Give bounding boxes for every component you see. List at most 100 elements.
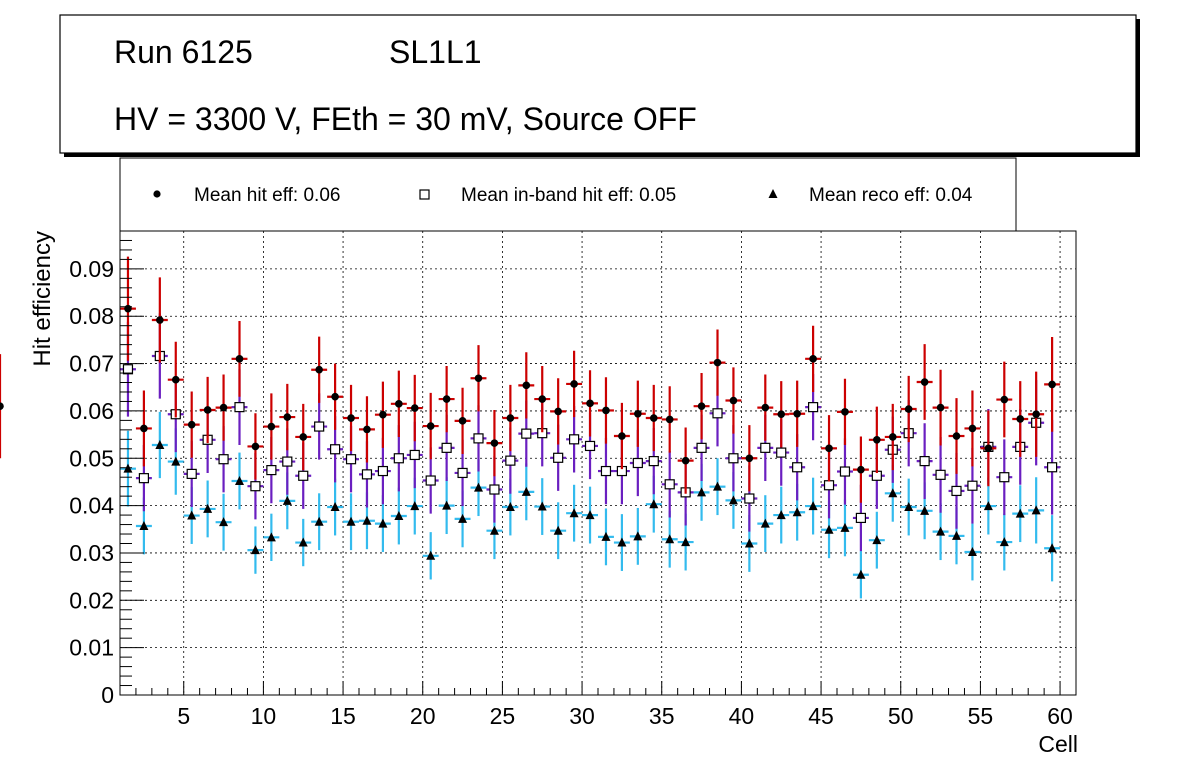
inband-eff-point (457, 467, 468, 479)
reco-eff-point (378, 518, 388, 528)
hit-eff-point (968, 424, 977, 433)
hit-eff-point (841, 408, 849, 416)
inband-eff-point (855, 512, 867, 524)
grid (120, 231, 1076, 696)
hit-eff-point (825, 444, 833, 453)
hit-eff-point (952, 432, 961, 440)
header-box: Run 6125 SL1L1 HV = 3300 V, FEth = 30 mV… (59, 14, 1140, 157)
inband-eff-point (425, 475, 436, 486)
reco-eff-point (426, 550, 436, 560)
inband-eff-point (664, 479, 675, 490)
reco-eff-point (697, 487, 707, 497)
x-tick-label: 10 (251, 703, 277, 729)
reco-eff-point (681, 537, 691, 547)
reco-eff-point (792, 507, 802, 517)
inband-eff-point (409, 449, 420, 461)
hit-eff-point (665, 415, 674, 424)
reco-eff-point (171, 456, 181, 466)
x-axis-label: Cell (1038, 731, 1078, 757)
hit-eff-point (729, 396, 738, 405)
hit-eff-point (1000, 395, 1009, 404)
hit-eff-point (618, 432, 626, 440)
y-tick-label: 0.09 (69, 256, 114, 282)
inband-eff-point (505, 455, 516, 466)
hit-eff-point (522, 381, 531, 390)
hit-eff-point (506, 414, 515, 422)
legend-inband-label: Mean in-band hit eff: 0.05 (461, 185, 676, 206)
reco-eff-point (856, 569, 866, 579)
reco-eff-point (760, 518, 770, 528)
reco-eff-point (617, 537, 627, 547)
inband-eff-point (648, 456, 659, 467)
hit-eff-point (649, 414, 658, 422)
hit-eff-point (379, 410, 387, 419)
x-tick-label: 20 (410, 703, 436, 729)
reco-eff-point (235, 475, 244, 485)
x-tick-label: 5 (177, 703, 190, 729)
reco-eff-point (983, 501, 993, 511)
hit-eff-point (904, 405, 913, 413)
reco-eff-point (219, 517, 229, 527)
reco-eff-point (967, 547, 977, 557)
inband-eff-point (330, 444, 341, 455)
series-hit (0, 256, 1061, 503)
hit-eff-point (283, 413, 292, 421)
hit-eff-point (761, 403, 770, 412)
inband-eff-point (473, 433, 484, 444)
reco-eff-point (410, 501, 420, 511)
legend-hit-label: Mean hit eff: 0.06 (194, 185, 340, 206)
reco-eff-point (824, 524, 834, 534)
layer-label: SL1L1 (389, 34, 482, 70)
hit-eff-point (634, 409, 642, 418)
reco-eff-point (155, 440, 165, 450)
reco-eff-point (840, 522, 850, 532)
inband-eff-point (282, 456, 293, 467)
hit-eff-point (586, 399, 594, 408)
inband-eff-point (250, 481, 261, 492)
y-tick-label: 0.08 (69, 303, 114, 329)
inband-eff-point (935, 469, 946, 480)
reco-eff-point (569, 508, 579, 518)
y-tick-label: 0.02 (69, 587, 114, 613)
hit-eff-point (410, 404, 419, 412)
inband-eff-point (776, 447, 787, 458)
y-tick-label: 0.01 (69, 635, 114, 661)
x-tick-label: 60 (1047, 703, 1073, 729)
inband-eff-point (999, 472, 1010, 483)
hit-eff-point (267, 422, 276, 431)
inband-eff-point (122, 364, 134, 375)
legend: Mean hit eff: 0.06 Mean in-band hit eff:… (119, 157, 1017, 232)
reco-eff-point (920, 505, 930, 515)
hit-eff-point (458, 417, 467, 425)
inband-eff-point (345, 454, 357, 465)
y-tick-label: 0.07 (69, 351, 114, 377)
reco-eff-point (282, 495, 292, 505)
hit-eff-point (697, 402, 706, 410)
hit-eff-point (171, 375, 180, 384)
hit-eff-point (156, 316, 164, 324)
hit-eff-point (187, 420, 196, 429)
reco-eff-point (139, 520, 149, 530)
hit-eff-point (299, 433, 308, 441)
reco-eff-point (713, 481, 722, 491)
inband-eff-point (744, 493, 755, 504)
inband-eff-point (377, 465, 388, 477)
x-tick-label: 35 (649, 703, 675, 729)
x-tick-label: 55 (968, 703, 994, 729)
reco-eff-point (601, 531, 611, 541)
x-tick-label: 30 (569, 703, 595, 729)
reco-eff-point (952, 530, 961, 540)
inband-eff-point (712, 408, 723, 419)
reco-eff-point (1015, 508, 1025, 518)
hit-eff-point (426, 422, 435, 430)
y-tick-label: 0.04 (69, 493, 114, 519)
reco-eff-point (904, 502, 914, 512)
hit-eff-point (554, 407, 562, 416)
y-axis-label: Hit efficiency (29, 231, 56, 367)
hit-eff-point (873, 436, 881, 444)
hit-eff-point (1048, 380, 1056, 389)
reco-eff-point (330, 502, 340, 512)
hit-eff-point (474, 374, 483, 383)
hit-eff-point (1016, 415, 1025, 423)
inband-eff-point (600, 465, 612, 477)
